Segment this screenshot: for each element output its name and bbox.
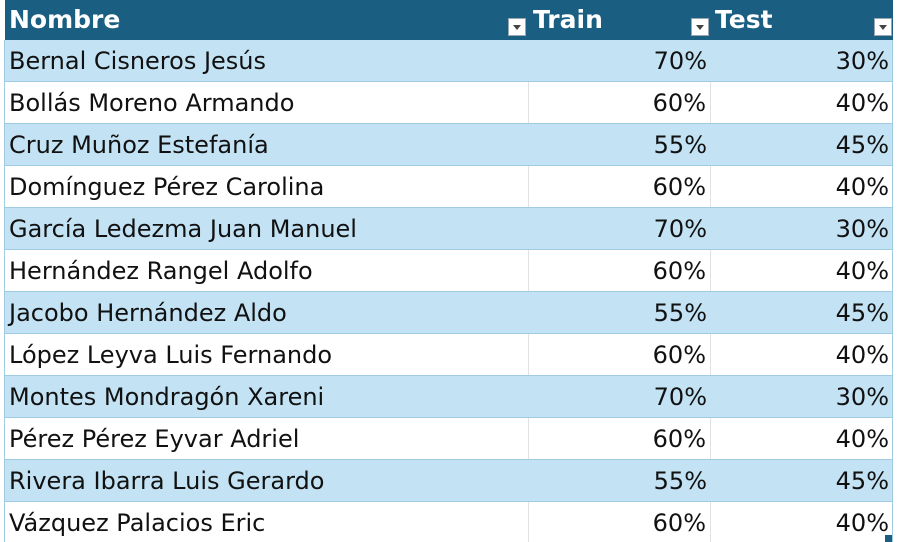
header-cell-test[interactable]: Test — [711, 0, 893, 40]
cell-train[interactable]: 55% — [653, 131, 707, 159]
cell-nombre[interactable]: Bernal Cisneros Jesús — [9, 47, 267, 75]
cell-nombre[interactable]: Montes Mondragón Xareni — [9, 383, 325, 411]
cell-test[interactable]: 30% — [835, 47, 889, 75]
cell-nombre[interactable]: Cruz Muñoz Estefanía — [9, 131, 269, 159]
header-cell-nombre[interactable]: Nombre — [5, 0, 529, 40]
table-row: Cruz Muñoz Estefanía 55% 45% — [5, 124, 893, 166]
cell-test[interactable]: 45% — [835, 299, 889, 327]
cell-test[interactable]: 40% — [835, 341, 889, 369]
cell-test[interactable]: 40% — [835, 425, 889, 453]
table-resize-handle[interactable] — [885, 535, 892, 542]
filter-dropdown-train-chevron-down-icon[interactable] — [691, 18, 709, 36]
cell-train[interactable]: 55% — [653, 299, 707, 327]
cell-nombre[interactable]: Domínguez Pérez Carolina — [5, 166, 529, 207]
cell-test[interactable]: 40% — [835, 257, 889, 285]
table-body: Bernal Cisneros Jesús 70% 30% Bollás Mor… — [5, 40, 893, 542]
table-header-row: Nombre Train Test — [5, 0, 893, 40]
table-row: Rivera Ibarra Luis Gerardo 55% 45% — [5, 460, 893, 502]
table-row: Bollás Moreno Armando 60% 40% — [5, 82, 893, 124]
cell-nombre[interactable]: García Ledezma Juan Manuel — [9, 215, 357, 243]
cell-test[interactable]: 40% — [835, 173, 889, 201]
cell-train[interactable]: 60% — [529, 334, 711, 375]
cell-train[interactable]: 60% — [529, 418, 711, 459]
cell-test[interactable]: 45% — [835, 131, 889, 159]
table-row: Montes Mondragón Xareni 70% 30% — [5, 376, 893, 418]
cell-nombre[interactable]: Jacobo Hernández Aldo — [9, 299, 287, 327]
table-right-border — [892, 40, 893, 542]
cell-train[interactable]: 55% — [653, 467, 707, 495]
header-label-nombre: Nombre — [9, 5, 121, 34]
cell-nombre[interactable]: Vázquez Palacios Eric — [5, 502, 529, 542]
cell-train[interactable]: 70% — [653, 383, 707, 411]
filter-dropdown-test-chevron-down-icon[interactable] — [874, 18, 892, 36]
table-left-border — [4, 40, 5, 542]
cell-train[interactable]: 70% — [653, 215, 707, 243]
cell-test[interactable]: 40% — [835, 509, 889, 537]
header-label-train: Train — [533, 5, 603, 34]
cell-nombre[interactable]: Pérez Pérez Eyvar Adriel — [5, 418, 529, 459]
cell-test[interactable]: 40% — [835, 89, 889, 117]
header-label-test: Test — [715, 5, 773, 34]
table-row: Jacobo Hernández Aldo 55% 45% — [5, 292, 893, 334]
cell-train[interactable]: 60% — [529, 502, 711, 542]
cell-nombre[interactable]: López Leyva Luis Fernando — [5, 334, 529, 375]
cell-nombre[interactable]: Bollás Moreno Armando — [5, 82, 529, 123]
table-row: López Leyva Luis Fernando 60% 40% — [5, 334, 893, 376]
filter-dropdown-nombre-chevron-down-icon[interactable] — [508, 18, 526, 36]
table-row: García Ledezma Juan Manuel 70% 30% — [5, 208, 893, 250]
table-row: Hernández Rangel Adolfo 60% 40% — [5, 250, 893, 292]
cell-train[interactable]: 60% — [529, 250, 711, 291]
table-row: Bernal Cisneros Jesús 70% 30% — [5, 40, 893, 82]
cell-train[interactable]: 60% — [529, 82, 711, 123]
cell-nombre[interactable]: Hernández Rangel Adolfo — [5, 250, 529, 291]
header-cell-train[interactable]: Train — [529, 0, 711, 40]
cell-train[interactable]: 70% — [653, 47, 707, 75]
cell-nombre[interactable]: Rivera Ibarra Luis Gerardo — [9, 467, 325, 495]
cell-train[interactable]: 60% — [529, 166, 711, 207]
table-row: Pérez Pérez Eyvar Adriel 60% 40% — [5, 418, 893, 460]
table-row: Domínguez Pérez Carolina 60% 40% — [5, 166, 893, 208]
table-row: Vázquez Palacios Eric 60% 40% — [5, 502, 893, 542]
cell-test[interactable]: 45% — [835, 467, 889, 495]
cell-test[interactable]: 30% — [835, 215, 889, 243]
cell-test[interactable]: 30% — [835, 383, 889, 411]
